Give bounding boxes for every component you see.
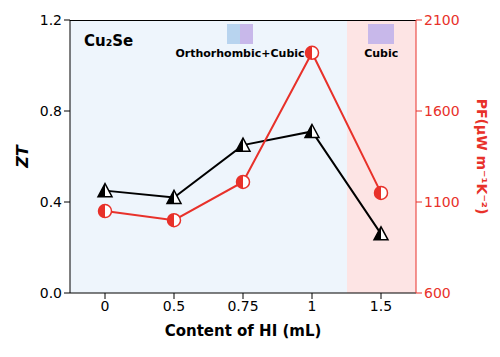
svg-text:ZT: ZT [13,144,32,169]
svg-text:2100: 2100 [424,12,460,28]
html-text:Cubic: Cubic [364,47,399,60]
svg-text:0.5: 0.5 [163,298,185,314]
svg-text:0.0: 0.0 [40,285,62,301]
svg-text:1: 1 [308,298,317,314]
svg-text:PF(μW m⁻¹K⁻²): PF(μW m⁻¹K⁻²) [474,99,490,215]
svg-text:1600: 1600 [424,103,460,119]
html-text:Cu₂Se: Cu₂Se [84,32,134,50]
svg-text:600: 600 [424,285,451,301]
svg-text:0.8: 0.8 [40,103,62,119]
html-text:Orthorhombic+Cubic: Orthorhombic+Cubic [175,47,305,60]
svg-text:0.4: 0.4 [40,194,62,210]
svg-text:Content of HI (mL): Content of HI (mL) [165,322,322,340]
svg-text:1100: 1100 [424,194,460,210]
svg-text:1.5: 1.5 [370,298,392,314]
svg-text:0: 0 [101,298,110,314]
svg-text:0.75: 0.75 [227,298,258,314]
svg-text:1.2: 1.2 [40,12,62,28]
